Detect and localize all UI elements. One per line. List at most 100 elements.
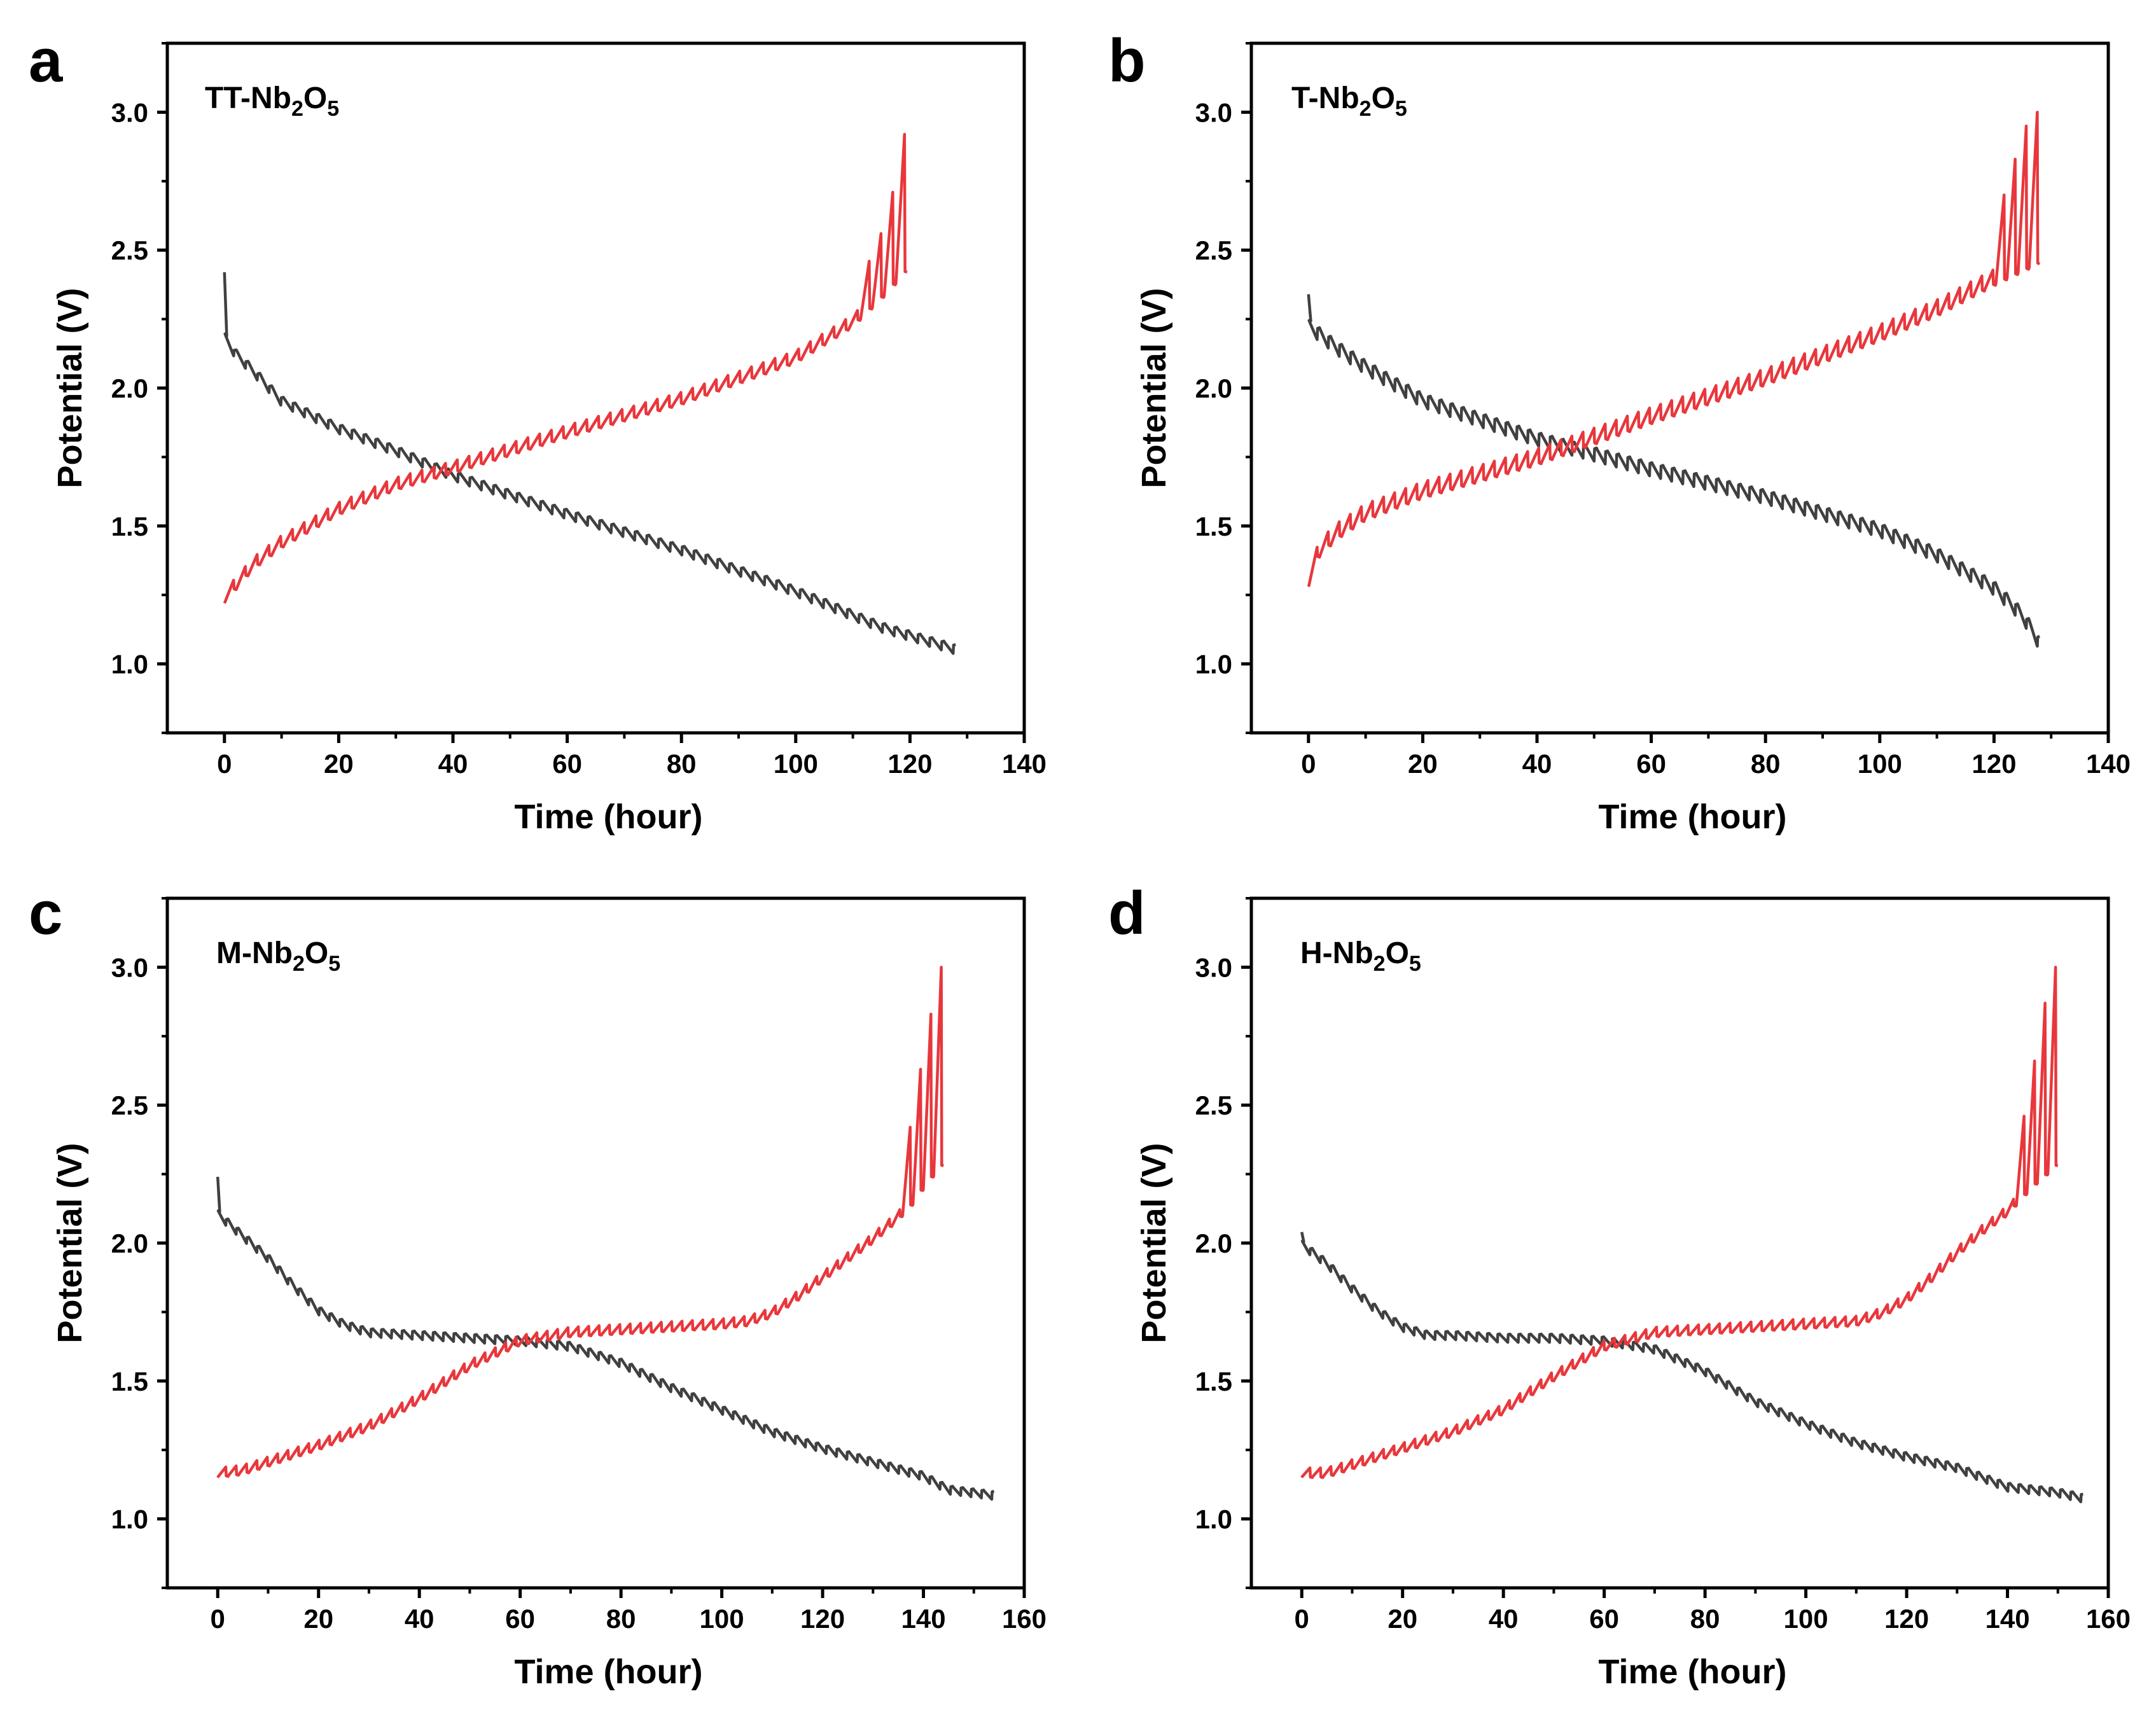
x-tick-label: 60 xyxy=(552,749,582,779)
x-tick-label: 140 xyxy=(2086,749,2131,779)
plot-frame xyxy=(1249,41,2110,735)
y-tick-label: 3.0 xyxy=(1195,97,1232,127)
sample-label-prefix: T-Nb xyxy=(1291,81,1360,115)
y-tick-label: 3.0 xyxy=(111,97,148,127)
sample-label-sub1: 2 xyxy=(291,97,303,121)
y-tick-label: 2.0 xyxy=(1195,373,1232,403)
x-tick-label: 60 xyxy=(1589,1604,1619,1634)
panel-letter: b xyxy=(1108,27,1146,95)
panel-c: 0 20 40 60 80 100 120 140 160 1.0 1.5 2.0 2.5 3.0 Time… xyxy=(29,879,1047,1691)
x-axis-title: Time (hour) xyxy=(1599,1653,1787,1691)
x-axis-title: Time (hour) xyxy=(1599,798,1787,836)
sample-label-sub1: 2 xyxy=(293,952,305,976)
y-tick-label: 1.0 xyxy=(1195,1505,1232,1534)
x-tick-label: 100 xyxy=(700,1604,744,1634)
x-tick-label: 140 xyxy=(901,1604,945,1634)
panel-letter: a xyxy=(29,27,63,95)
x-tick-label: 40 xyxy=(1489,1604,1519,1634)
x-tick-label: 40 xyxy=(405,1604,435,1634)
sample-label-prefix: TT-Nb xyxy=(205,81,291,115)
sample-label: H-Nb2O5 xyxy=(1300,936,1421,976)
x-tick-label: 0 xyxy=(217,749,232,779)
y-tick-label: 1.5 xyxy=(111,511,148,541)
sample-label-sub1: 2 xyxy=(1360,97,1372,121)
x-tick-label: 120 xyxy=(1972,749,2016,779)
panel-letter: c xyxy=(29,879,62,947)
series-discharge-line xyxy=(1300,1232,2083,1504)
series-discharge-line xyxy=(223,272,956,655)
series-charge-line xyxy=(1307,111,2041,587)
y-axis-title: Potential (V) xyxy=(1135,1143,1173,1343)
panel-d: 0 20 40 60 80 100 120 140 160 1.0 1.5 2.0 2.5 3.0 Time… xyxy=(1108,879,2131,1691)
sample-label: M-Nb2O5 xyxy=(216,936,340,976)
y-axis-title: Potential (V) xyxy=(51,288,89,488)
x-tick-label: 60 xyxy=(505,1604,535,1634)
y-tick-label: 1.5 xyxy=(1195,511,1232,541)
y-tick-label: 3.0 xyxy=(111,952,148,982)
x-tick-label: 0 xyxy=(211,1604,225,1634)
y-tick-label: 1.5 xyxy=(1195,1366,1232,1396)
y-tick-label: 2.0 xyxy=(111,1228,148,1258)
sample-label-sub2: 5 xyxy=(327,97,339,121)
sample-label-sub2: 5 xyxy=(328,952,340,976)
y-tick-label: 2.5 xyxy=(111,1090,148,1120)
panel-a: 0 20 40 60 80 100 120 140 1.0 1.5 2.0 2.5 3.0 Time (h… xyxy=(29,27,1047,836)
x-tick-label: 160 xyxy=(2086,1604,2131,1634)
sample-label-mid: O xyxy=(1386,936,1409,970)
series-charge-line xyxy=(223,132,908,604)
sample-label-mid: O xyxy=(1372,81,1395,115)
panel-b: 0 20 40 60 80 100 120 140 1.0 1.5 2.0 2.5 3.0 Time (h… xyxy=(1108,27,2131,836)
y-tick-label: 1.0 xyxy=(111,650,148,679)
x-tick-label: 80 xyxy=(1751,749,1781,779)
y-tick-label: 1.0 xyxy=(1195,650,1232,679)
sample-label-prefix: H-Nb xyxy=(1300,936,1374,970)
x-tick-label: 60 xyxy=(1636,749,1666,779)
x-tick-label: 80 xyxy=(667,749,697,779)
x-tick-label: 40 xyxy=(1522,749,1552,779)
x-tick-label: 120 xyxy=(887,749,932,779)
y-tick-label: 2.5 xyxy=(1195,1090,1232,1120)
x-axis-title: Time (hour) xyxy=(515,798,703,836)
sample-label-sub2: 5 xyxy=(1409,952,1421,976)
y-tick-label: 2.5 xyxy=(1195,235,1232,265)
y-axis-title: Potential (V) xyxy=(51,1143,89,1343)
plot-frame xyxy=(165,896,1026,1590)
x-tick-label: 100 xyxy=(1784,1604,1828,1634)
x-tick-label: 160 xyxy=(1002,1604,1047,1634)
x-tick-label: 20 xyxy=(324,749,354,779)
x-tick-label: 100 xyxy=(1858,749,1902,779)
sample-label-prefix: M-Nb xyxy=(216,936,293,970)
y-tick-label: 2.0 xyxy=(111,373,148,403)
series-charge-line xyxy=(1300,966,2059,1479)
x-tick-label: 0 xyxy=(1295,1604,1309,1634)
y-tick-label: 2.0 xyxy=(1195,1228,1232,1258)
x-tick-label: 120 xyxy=(1884,1604,1929,1634)
panel-letter: d xyxy=(1108,879,1146,947)
x-tick-label: 80 xyxy=(606,1604,636,1634)
y-axis-title: Potential (V) xyxy=(1135,288,1173,488)
sample-label: TT-Nb2O5 xyxy=(205,81,339,121)
y-tick-label: 1.0 xyxy=(111,1505,148,1534)
x-tick-label: 140 xyxy=(1985,1604,2029,1634)
sample-label-sub1: 2 xyxy=(1374,952,1386,976)
x-tick-label: 120 xyxy=(800,1604,845,1634)
x-tick-label: 20 xyxy=(303,1604,333,1634)
x-axis-title: Time (hour) xyxy=(515,1653,703,1691)
series-discharge-line xyxy=(1307,294,2040,648)
plot-frame xyxy=(1249,896,2110,1590)
series-charge-line xyxy=(216,966,944,1478)
y-tick-label: 2.5 xyxy=(111,235,148,265)
y-tick-label: 1.5 xyxy=(111,1366,148,1396)
x-tick-label: 140 xyxy=(1002,749,1047,779)
series-discharge-line xyxy=(216,1176,995,1501)
y-tick-label: 3.0 xyxy=(1195,952,1232,982)
x-tick-label: 20 xyxy=(1408,749,1438,779)
sample-label-mid: O xyxy=(305,936,328,970)
x-tick-label: 100 xyxy=(774,749,818,779)
sample-label-mid: O xyxy=(303,81,327,115)
x-tick-label: 0 xyxy=(1301,749,1316,779)
x-tick-label: 20 xyxy=(1387,1604,1417,1634)
sample-label-sub2: 5 xyxy=(1395,97,1407,121)
x-tick-label: 40 xyxy=(438,749,468,779)
